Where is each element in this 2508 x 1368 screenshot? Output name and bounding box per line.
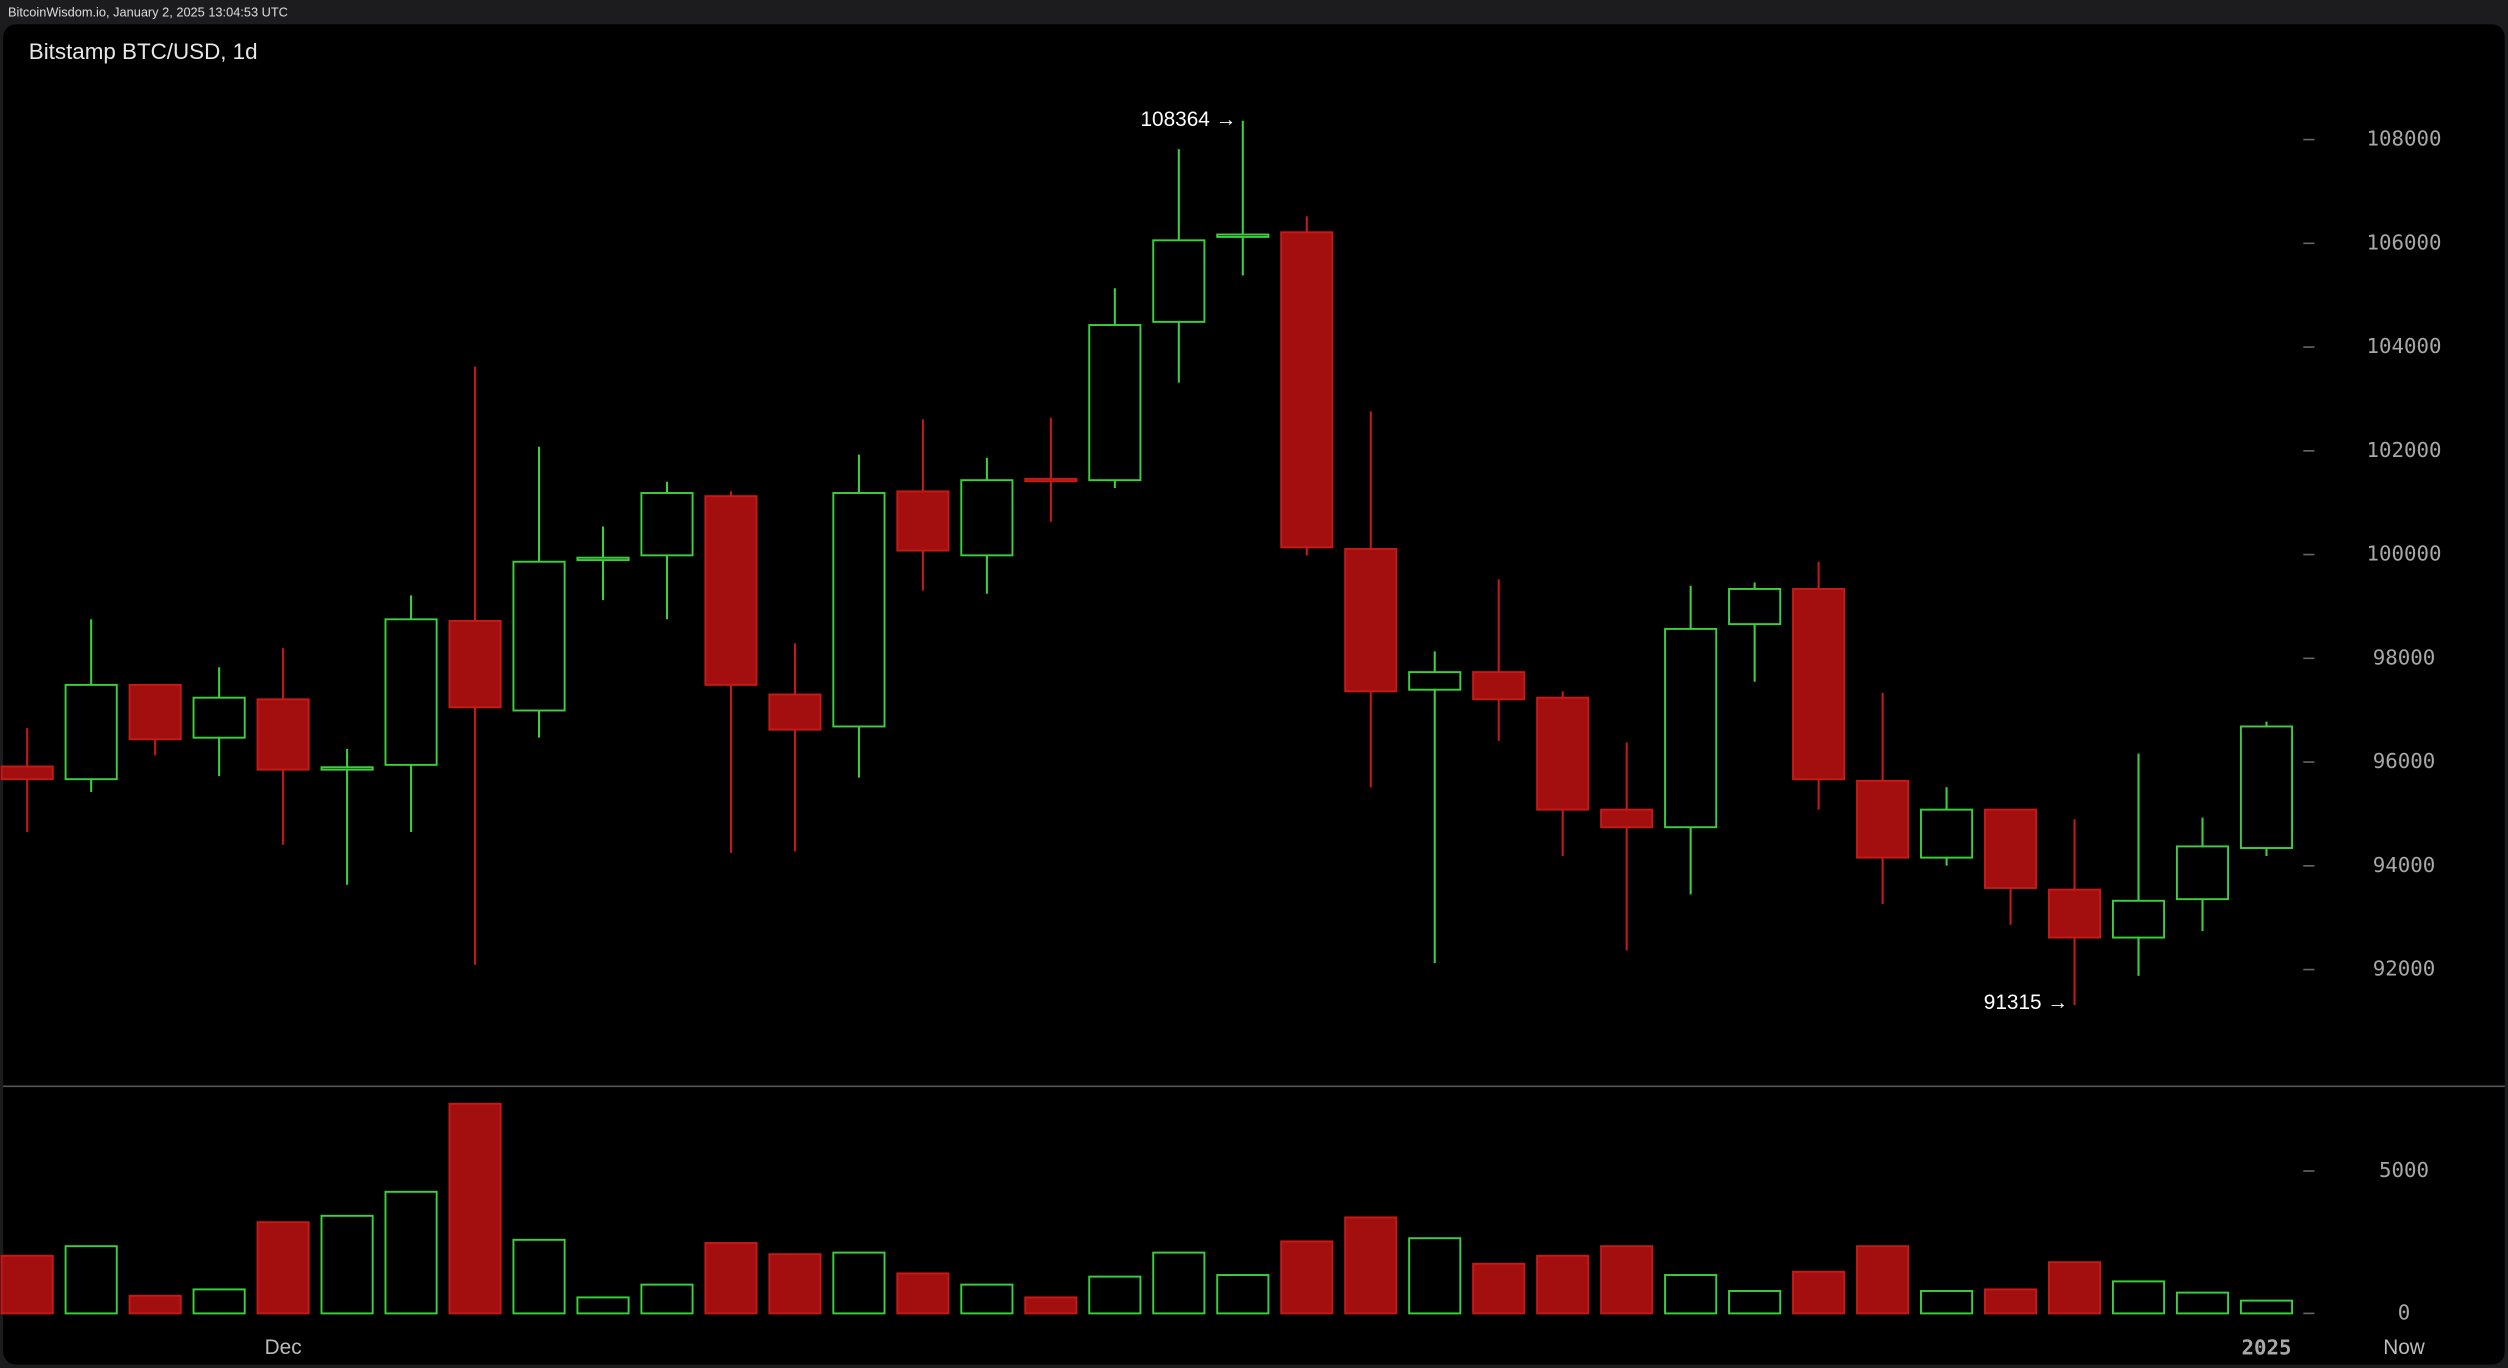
y-tick-label: 102000 [2366,438,2441,462]
candle-body [832,492,886,728]
candle-body [1088,324,1142,482]
volume-bar [64,1245,118,1315]
volume-bar [192,1288,246,1315]
volume-bar [1536,1254,1590,1315]
y-tick-label: 96000 [2373,749,2436,773]
candle-body [576,556,630,562]
volume-bar [2239,1299,2294,1315]
candle-body [192,696,246,739]
candle-body [256,698,310,771]
candle-body [2047,888,2102,939]
volume-bar [576,1296,630,1315]
candle-body [320,766,374,771]
candle-body [1600,808,1654,829]
candle-body [1344,548,1398,693]
candle-body [1728,588,1782,626]
candle-body [2175,845,2230,901]
candle-body [1856,779,1910,859]
volume-bar [384,1190,438,1315]
candle-body [1408,671,1462,691]
chart-title: Bitstamp BTC/USD, 1d [29,39,258,64]
volume-bar [1152,1251,1206,1315]
volume-bar [1216,1274,1270,1315]
y-tick-label: 106000 [2366,230,2441,254]
x-tick-label: 2025 [2241,1336,2291,1360]
y-tick-label: 104000 [2366,334,2441,358]
volume-bar [448,1102,502,1315]
candle-body [0,765,54,781]
y-tick-label: 92000 [2373,957,2436,981]
volume-bar [1600,1245,1654,1315]
volume-bar [704,1242,758,1315]
volume-bar [1344,1216,1398,1315]
volume-bar [1472,1262,1526,1315]
volume-bar [1920,1290,1974,1315]
volume-tick-label: 5000 [2379,1158,2429,1182]
volume-bar [1408,1237,1462,1315]
volume-bar [1984,1288,2038,1315]
volume-bar [1088,1275,1142,1315]
volume-bar [832,1251,886,1315]
volume-bar [896,1272,950,1315]
candle-body [1920,808,1974,859]
volume-bar [2175,1291,2230,1315]
source-label: BitcoinWisdom.io, January 2, 2025 13:04:… [8,4,288,19]
volume-bar [1024,1296,1078,1315]
candle-body [1152,239,1206,323]
volume-bar [1280,1240,1334,1315]
candle-body [704,495,758,686]
x-tick-label: Dec [265,1336,302,1359]
candle-body [2111,899,2166,939]
volume-bar [2047,1261,2102,1315]
candle-body [448,619,502,709]
volume-bar [640,1283,694,1315]
candle-body [896,490,950,552]
volume-bar [1856,1245,1910,1315]
volume-bar [1664,1274,1718,1315]
y-tick-label: 98000 [2373,645,2436,669]
candle-body [1792,588,1846,781]
chart-panel [3,24,2505,1365]
y-tick-label: 108000 [2366,127,2441,151]
volume-bar [128,1294,182,1315]
candle-body [2239,725,2294,849]
volume-tick-label: 0 [2398,1300,2411,1324]
volume-bar [960,1283,1014,1315]
y-tick-label: 100000 [2366,542,2441,566]
candle-body [960,479,1014,557]
volume-bar [768,1253,822,1315]
candle-body [384,618,438,766]
y-tick-label: 94000 [2373,853,2436,877]
extreme-annotation: 108364 → [1140,108,1236,131]
candle-body [1536,696,1590,811]
candle-body [128,683,182,741]
candle-body [1664,627,1718,829]
candle-body [1280,231,1334,549]
candle-body [640,492,694,557]
volume-bar [512,1238,566,1315]
candle-body [512,560,566,712]
candle-body [1216,233,1270,238]
volume-bar [1792,1270,1846,1315]
candle-body [1984,808,2038,889]
candle-body [1472,671,1526,701]
volume-bar [0,1254,54,1315]
now-label: Now [2383,1336,2426,1359]
candle-body [768,693,822,731]
extreme-annotation: 91315 → [1984,991,2068,1014]
candle-body [1024,477,1078,483]
volume-bar [320,1214,374,1315]
volume-bar [1728,1290,1782,1315]
volume-bar [256,1221,310,1315]
volume-bar [2111,1280,2166,1315]
candle-body [64,683,118,781]
